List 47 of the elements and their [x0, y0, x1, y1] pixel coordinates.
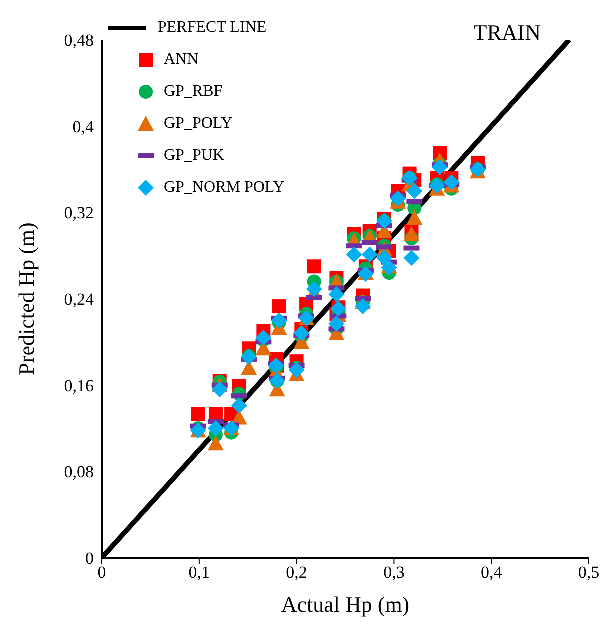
legend-label: ANN	[164, 51, 199, 69]
annotation: TRAIN	[474, 20, 541, 46]
point	[376, 250, 392, 266]
point	[307, 260, 322, 274]
point	[208, 436, 224, 451]
y-axis-title: Predicted Hp (m)	[14, 222, 39, 376]
legend-label: GP_NORM POLY	[164, 179, 285, 197]
y-tick-label: 0,4	[72, 117, 94, 136]
legend-label: GP_POLY	[164, 115, 233, 133]
legend-label: GP_RBF	[164, 83, 223, 101]
point	[404, 226, 420, 242]
point	[208, 420, 224, 436]
y-tick-label: 0	[86, 549, 94, 568]
x-tick-label: 0,5	[578, 563, 600, 582]
y-tick-label: 0,16	[64, 376, 94, 396]
x-tick-label: 0,4	[480, 563, 503, 582]
y-tick-label: 0,24	[64, 290, 94, 310]
point	[444, 174, 460, 190]
x-tick-label: 0	[98, 563, 106, 582]
x-tick-label: 0,3	[384, 563, 405, 582]
point	[404, 250, 420, 266]
y-tick-label: 0,32	[64, 204, 94, 223]
point	[212, 382, 228, 398]
x-tick-label: 0,1	[188, 563, 210, 582]
point	[355, 298, 372, 315]
y-tick-label: 0,48	[64, 31, 94, 50]
legend-label: GP_PUK	[164, 147, 224, 165]
point	[432, 159, 448, 176]
point	[306, 281, 322, 298]
y-tick-label: 0,08	[64, 462, 94, 482]
point	[328, 286, 345, 303]
point	[271, 312, 288, 329]
point	[390, 190, 406, 207]
point	[346, 246, 362, 263]
point	[328, 316, 345, 332]
point	[406, 210, 423, 226]
x-axis-title: Actual Hp (m)	[281, 592, 410, 617]
point	[191, 407, 206, 422]
point	[256, 330, 272, 346]
point	[288, 362, 305, 378]
point	[406, 183, 423, 200]
x-tick-label: 0,2	[286, 563, 308, 582]
legend-label: PERFECT LINE	[158, 19, 267, 37]
point	[294, 326, 310, 342]
point	[362, 246, 378, 263]
point	[231, 398, 248, 414]
point	[272, 300, 286, 314]
